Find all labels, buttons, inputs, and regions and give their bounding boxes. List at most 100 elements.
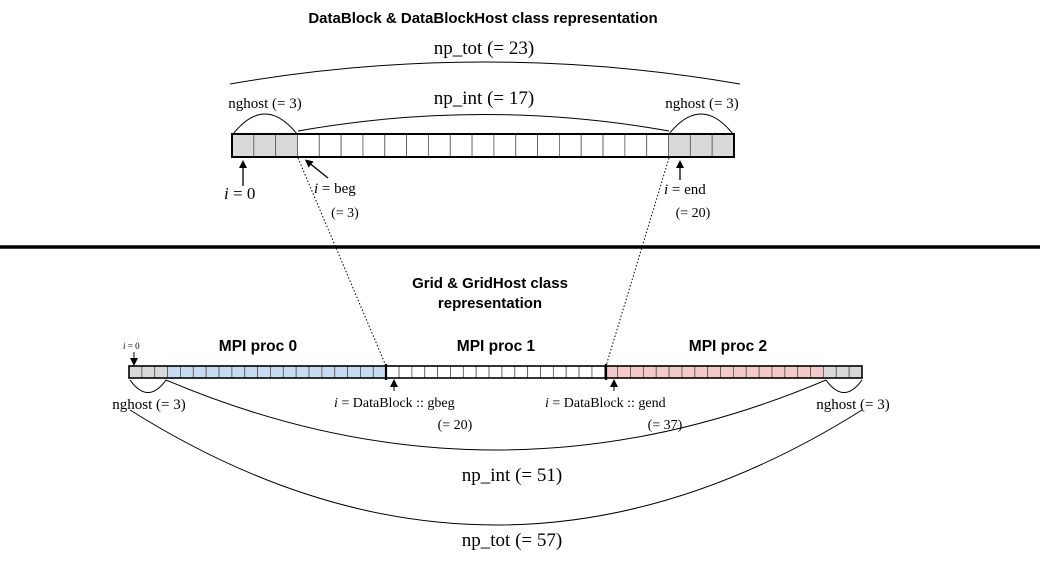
bottom-nghost-right-arc [825,379,863,393]
bottom-cell [823,365,837,379]
top-np-tot-label: np_tot (= 23) [434,38,534,59]
top-cell [362,133,386,158]
bottom-cell [848,365,863,379]
top-nghost-right-arc [668,113,734,135]
bottom-cell [360,365,374,379]
gbeg-var: i [334,396,338,411]
bottom-cell [835,365,850,379]
top-cell [318,133,342,158]
gend-value: (= 37) [648,418,683,433]
bottom-i0-rest: = 0 [126,341,141,351]
bottom-cell [141,365,156,379]
bottom-cell [231,365,246,379]
bottom-cell [578,365,593,379]
bottom-cell [372,365,387,379]
bottom-cell [591,365,606,379]
top-iend-value: (= 20) [676,206,711,221]
top-i0-label: i = 0 [224,184,255,203]
top-np-tot-arc [229,61,741,85]
top-cell [297,133,320,158]
bottom-cell [552,365,567,379]
bottom-cell [527,365,541,379]
top-ibeg-value: (= 3) [331,206,359,221]
bottom-cell [154,365,168,379]
bottom-cell [681,365,696,379]
bottom-cell [475,365,490,379]
gend-var: i [545,396,549,411]
bottom-cell [655,365,670,379]
bottom-cell [308,365,323,379]
bottom-cell [270,365,284,379]
bottom-cell [540,365,554,379]
top-iend-var: i [664,182,668,198]
top-cell [537,133,560,158]
bottom-i0-var: i [123,341,126,351]
bottom-title-line1: Grid & GridHost class [412,275,568,292]
bottom-cell [385,365,400,379]
gbeg-label: i = DataBlock :: gbeg [334,396,455,411]
bottom-cell [617,365,631,379]
bottom-cell [437,365,451,379]
bottom-title-line2: representation [438,295,542,312]
top-ibeg-rest: = beg [318,181,356,197]
top-nghost-left-arc [232,113,298,135]
bottom-cell [295,365,310,379]
bottom-cell [810,365,824,379]
bottom-cell [450,365,464,379]
top-cell [406,133,429,158]
bottom-cell [424,365,439,379]
top-cell-array [231,133,735,158]
top-cell [602,133,626,158]
bottom-cell [218,365,233,379]
mapping-line-right [605,157,670,367]
mpi-proc-0-label: MPI proc 0 [219,338,297,355]
top-nghost-right-label: nghost (= 3) [665,96,738,112]
top-ibeg-arrow [304,159,329,179]
top-cell [340,133,364,158]
bottom-nghost-left-label: nghost (= 3) [112,397,185,413]
top-i0-var: i [224,184,229,203]
top-cell [384,133,408,158]
bottom-cell [797,365,811,379]
bottom-cell [257,365,271,379]
bottom-cell [733,365,747,379]
mpi-proc-2-label: MPI proc 2 [689,338,767,355]
top-cell [689,133,713,158]
bottom-cell [192,365,207,379]
bottom-cell [244,365,259,379]
bottom-cell [630,365,644,379]
top-cell [449,133,473,158]
top-ibeg-var: i [314,181,318,197]
bottom-cell [334,365,349,379]
bottom-cell [565,365,580,379]
top-cell [515,133,538,158]
top-cell [624,133,648,158]
top-ibeg-label: i = beg [314,181,356,197]
top-iend-rest: = end [668,182,706,198]
bottom-cell [462,365,477,379]
bottom-cell-array [128,365,863,379]
top-cell [471,133,495,158]
bottom-np-tot-label: np_tot (= 57) [462,530,562,551]
top-cell [668,133,691,158]
bottom-cell [771,365,786,379]
mapping-line-left [297,157,387,367]
bottom-cell [398,365,413,379]
gend-label: i = DataBlock :: gend [545,396,666,411]
bottom-cell [514,365,529,379]
top-cell [558,133,582,158]
bottom-cell [501,365,516,379]
top-np-int-label: np_int (= 17) [434,88,534,109]
top-nghost-left-label: nghost (= 3) [228,96,301,112]
bottom-nghost-right-label: nghost (= 3) [816,397,889,413]
bottom-cell [347,365,361,379]
bottom-np-int-label: np_int (= 51) [462,465,562,486]
bottom-cell [694,365,709,379]
bottom-np-int-arc [165,379,827,451]
top-cell [428,133,451,158]
top-cell [275,133,298,158]
top-cell [646,133,669,158]
top-iend-label: i = end [664,182,706,198]
bottom-cell [321,365,336,379]
